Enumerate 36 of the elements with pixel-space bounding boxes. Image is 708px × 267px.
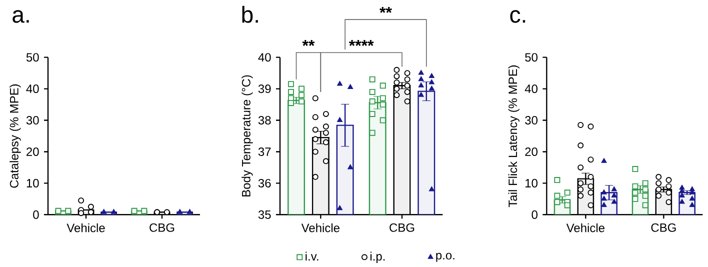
legend-label: p.o. <box>436 253 454 262</box>
y-tick-label: 39 <box>258 84 271 94</box>
y-tick-label: 10 <box>526 179 538 188</box>
legend-label: i.p. <box>370 252 385 264</box>
y-axis-title: Body Temperature (°C) <box>242 76 253 197</box>
y-axis-title: Catalepsy (% MPE) <box>10 84 21 188</box>
y-tick-label: 40 <box>258 53 271 62</box>
x-tick-label: Vehicle <box>566 224 604 232</box>
chart-title: b. <box>242 6 258 23</box>
y-tick-label: 30 <box>26 116 39 125</box>
y-tick-label: 35 <box>258 210 271 220</box>
x-tick-label: CBG <box>150 224 174 232</box>
y-tick-label: 38 <box>258 116 271 125</box>
y-tick-label: 20 <box>525 148 538 156</box>
text: ** <box>302 40 315 46</box>
legend-label: i.v. <box>306 252 318 261</box>
y-axis-title: Tail Flick Latency (% MPE) <box>508 66 520 208</box>
y-tick-label: 20 <box>26 148 39 156</box>
y-tick-label: 30 <box>525 116 538 125</box>
x-tick-label: CBG <box>390 224 414 232</box>
y-tick-label: 50 <box>525 53 538 62</box>
y-tick-label: 40 <box>26 84 39 94</box>
y-tick-label: 0 <box>33 210 39 220</box>
y-tick-label: 36 <box>258 179 271 188</box>
text: **** <box>348 40 374 46</box>
x-tick-label: Vehicle <box>301 224 340 232</box>
y-tick-label: 10 <box>26 179 39 188</box>
y-tick-label: 40 <box>524 84 538 94</box>
chart-title: a. <box>12 10 29 23</box>
x-tick-label: CBG <box>651 224 676 232</box>
text: ** <box>380 7 392 14</box>
y-tick-label: 0 <box>532 210 538 220</box>
y-tick-label: 50 <box>26 53 39 62</box>
x-tick-label: Vehicle <box>66 224 105 232</box>
y-tick-label: 37 <box>258 148 271 156</box>
chart-title: c. <box>510 10 526 23</box>
